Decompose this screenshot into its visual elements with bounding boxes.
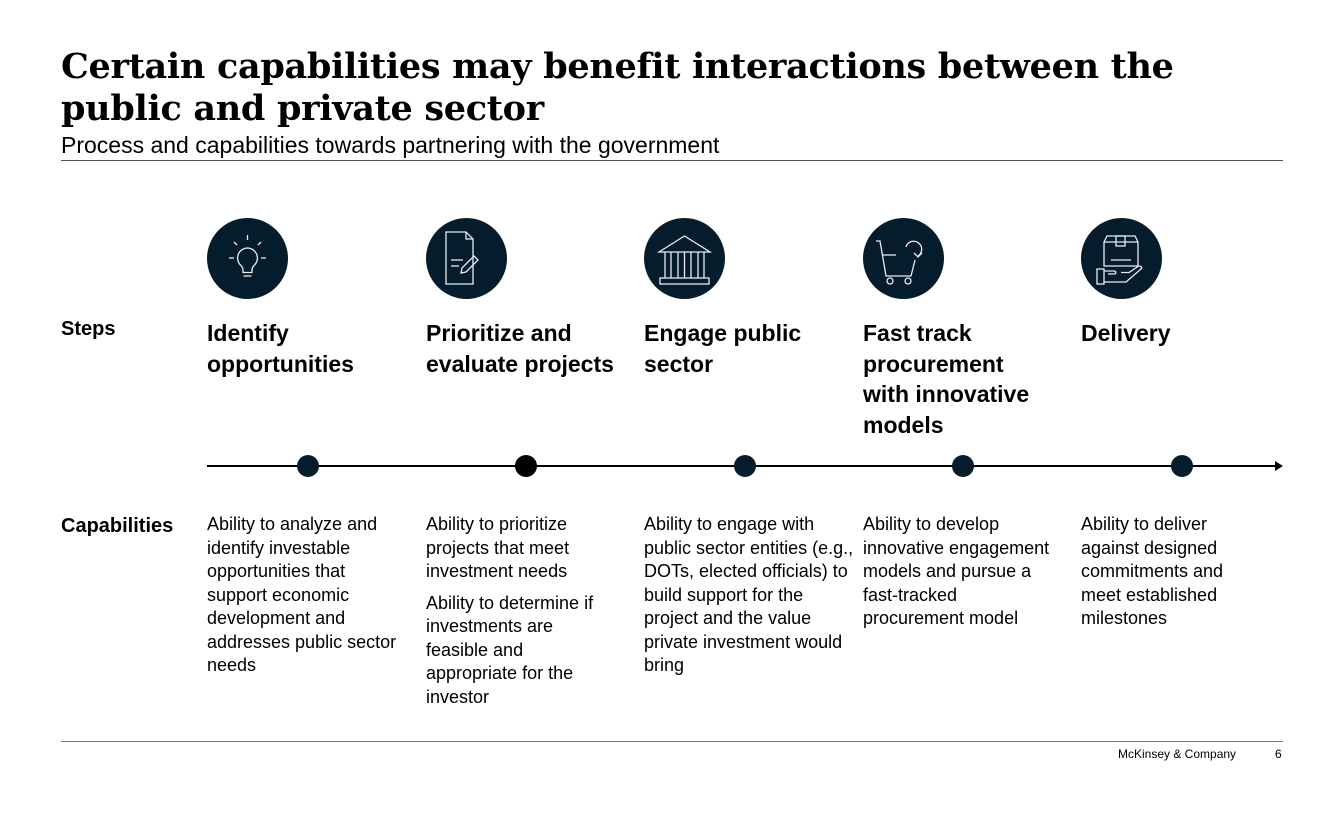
capability-prioritize: Ability to prioritize projects that meet…: [426, 513, 616, 717]
timeline-dot-1: [297, 455, 319, 477]
timeline-dot-4: [952, 455, 974, 477]
step-title-identify: Identify opportunities: [207, 320, 354, 377]
cart-refresh-icon: [863, 218, 944, 299]
package-hand-icon: [1081, 218, 1162, 299]
footer-company: McKinsey & Company: [1118, 747, 1237, 761]
capability-text: Ability to determine if investments are …: [426, 592, 594, 707]
capability-text: Ability to engage with public sector ent…: [644, 514, 854, 675]
capabilities-row-label: Capabilities: [61, 515, 174, 537]
capability-text: Ability to analyze and identify investab…: [207, 514, 397, 675]
timeline-dot-2: [515, 455, 537, 477]
page-title: Certain capabilities may benefit interac…: [61, 46, 1174, 129]
page-number: 6: [1275, 747, 1282, 761]
timeline-dot-5: [1171, 455, 1193, 477]
capability-text: Ability to deliver against designed comm…: [1081, 514, 1224, 628]
document-pencil-icon: [426, 218, 507, 299]
timeline-dot-3: [734, 455, 756, 477]
footer-divider: [61, 741, 1283, 742]
step-title-fast-track: Fast track procurement with innovative m…: [863, 320, 1030, 438]
capability-engage: Ability to engage with public sector ent…: [644, 513, 854, 686]
capability-fast-track: Ability to develop innovative engagement…: [863, 513, 1053, 639]
header-divider: [61, 160, 1283, 161]
timeline-arrowhead: [1275, 461, 1283, 471]
step-title-prioritize: Prioritize and evaluate projects: [426, 320, 614, 377]
lightbulb-icon: [207, 218, 288, 299]
capability-text: Ability to prioritize projects that meet…: [426, 514, 570, 581]
step-title-engage: Engage public sector: [644, 320, 802, 377]
steps-row-label: Steps: [61, 318, 116, 340]
capability-text: Ability to develop innovative engagement…: [863, 514, 1050, 628]
page-subtitle: Process and capabilities towards partner…: [61, 132, 720, 158]
step-title-delivery: Delivery: [1081, 320, 1171, 346]
capability-delivery: Ability to deliver against designed comm…: [1081, 513, 1261, 639]
government-building-icon: [644, 218, 725, 299]
capability-identify: Ability to analyze and identify investab…: [207, 513, 399, 686]
